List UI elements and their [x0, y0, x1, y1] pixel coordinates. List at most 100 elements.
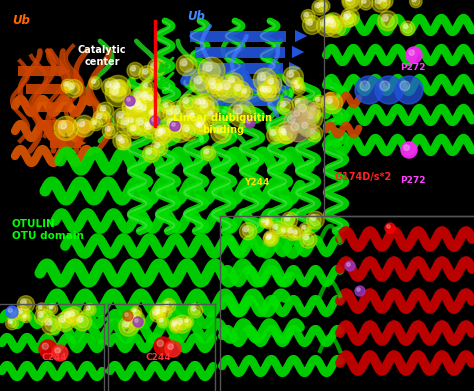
Circle shape	[343, 14, 353, 25]
Circle shape	[152, 118, 155, 121]
Circle shape	[173, 321, 176, 324]
Circle shape	[149, 97, 153, 100]
Circle shape	[150, 116, 160, 126]
Circle shape	[109, 86, 118, 95]
Circle shape	[210, 83, 220, 94]
Circle shape	[151, 139, 168, 156]
Circle shape	[173, 323, 176, 326]
Circle shape	[215, 83, 222, 90]
Circle shape	[312, 216, 316, 220]
Circle shape	[122, 320, 135, 333]
Circle shape	[59, 316, 71, 328]
Circle shape	[184, 319, 188, 323]
Circle shape	[132, 114, 154, 135]
Circle shape	[130, 307, 142, 317]
Circle shape	[281, 129, 287, 135]
Circle shape	[203, 62, 212, 72]
Circle shape	[239, 222, 257, 240]
Circle shape	[136, 93, 141, 98]
Circle shape	[130, 125, 136, 131]
Circle shape	[270, 129, 276, 135]
Circle shape	[360, 81, 370, 91]
Circle shape	[190, 113, 198, 121]
Circle shape	[93, 110, 110, 127]
Circle shape	[308, 114, 313, 119]
Text: Catalytic
center: Catalytic center	[78, 45, 126, 66]
Circle shape	[149, 110, 158, 118]
Circle shape	[214, 126, 228, 140]
Circle shape	[293, 82, 305, 95]
Circle shape	[159, 128, 170, 139]
Circle shape	[126, 102, 134, 109]
Circle shape	[178, 320, 182, 325]
Circle shape	[157, 316, 169, 328]
Bar	[205, 79, 282, 90]
Circle shape	[293, 230, 301, 238]
Text: P272: P272	[401, 176, 426, 185]
Circle shape	[96, 113, 102, 119]
Circle shape	[123, 120, 128, 125]
Circle shape	[130, 88, 151, 108]
Circle shape	[84, 303, 96, 316]
Circle shape	[307, 102, 323, 118]
Circle shape	[319, 2, 324, 6]
Circle shape	[300, 231, 317, 248]
Circle shape	[157, 311, 160, 314]
Circle shape	[182, 106, 205, 130]
Circle shape	[8, 319, 12, 324]
Circle shape	[136, 101, 140, 106]
Circle shape	[45, 318, 52, 325]
Circle shape	[347, 0, 350, 1]
Circle shape	[295, 81, 298, 84]
Circle shape	[21, 312, 31, 323]
Circle shape	[317, 99, 319, 101]
Circle shape	[199, 98, 211, 110]
Circle shape	[70, 312, 74, 316]
Circle shape	[143, 93, 147, 97]
Circle shape	[299, 104, 306, 112]
Circle shape	[17, 308, 27, 318]
Circle shape	[65, 307, 83, 325]
Circle shape	[401, 142, 417, 158]
Circle shape	[293, 110, 300, 117]
Circle shape	[346, 0, 355, 5]
Circle shape	[266, 222, 268, 224]
Circle shape	[312, 107, 315, 111]
Circle shape	[38, 305, 42, 309]
Circle shape	[199, 98, 205, 104]
Circle shape	[280, 101, 286, 107]
Circle shape	[133, 317, 143, 327]
Circle shape	[68, 310, 74, 316]
Circle shape	[265, 219, 272, 225]
Circle shape	[197, 118, 210, 131]
Circle shape	[17, 296, 35, 313]
Circle shape	[413, 0, 416, 2]
Circle shape	[379, 0, 393, 8]
Circle shape	[209, 78, 215, 85]
Circle shape	[164, 102, 168, 107]
Circle shape	[359, 0, 373, 10]
Circle shape	[267, 78, 273, 84]
Circle shape	[137, 88, 160, 111]
Circle shape	[295, 98, 305, 108]
Circle shape	[201, 146, 216, 161]
Circle shape	[266, 233, 276, 243]
Circle shape	[289, 72, 293, 77]
Circle shape	[92, 80, 96, 83]
Circle shape	[184, 319, 191, 326]
Circle shape	[303, 234, 314, 245]
Circle shape	[403, 23, 412, 33]
Circle shape	[304, 12, 313, 21]
Circle shape	[22, 301, 26, 305]
Circle shape	[35, 308, 51, 325]
Circle shape	[382, 0, 386, 2]
Circle shape	[192, 307, 196, 311]
Circle shape	[102, 123, 118, 138]
Circle shape	[77, 119, 85, 127]
Circle shape	[346, 13, 350, 18]
Circle shape	[175, 126, 181, 131]
Circle shape	[282, 128, 286, 133]
Circle shape	[203, 149, 213, 158]
Circle shape	[233, 105, 243, 114]
Circle shape	[260, 86, 264, 91]
